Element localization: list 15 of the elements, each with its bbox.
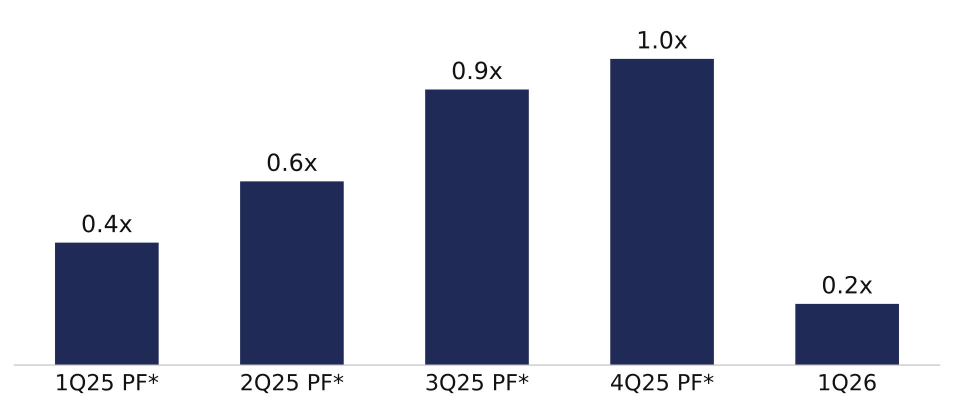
x-tick-label: 4Q25 PF*: [611, 374, 714, 394]
data-label: 0.9x: [452, 61, 502, 80]
bar: [425, 89, 529, 366]
x-tick-label: 2Q25 PF*: [241, 374, 344, 394]
bar: [55, 242, 159, 366]
bar: [610, 58, 714, 366]
data-label: 0.2x: [822, 276, 872, 294]
data-label: 0.6x: [268, 153, 317, 172]
bar: [795, 304, 899, 366]
x-tick-label: 3Q25 PF*: [426, 374, 528, 394]
data-label: 0.4x: [82, 214, 132, 232]
bar: [240, 181, 344, 366]
x-tick-label: 1Q26: [820, 374, 876, 394]
x-tick-label: 1Q25 PF*: [57, 374, 158, 394]
data-label: 1.0x: [638, 30, 688, 49]
